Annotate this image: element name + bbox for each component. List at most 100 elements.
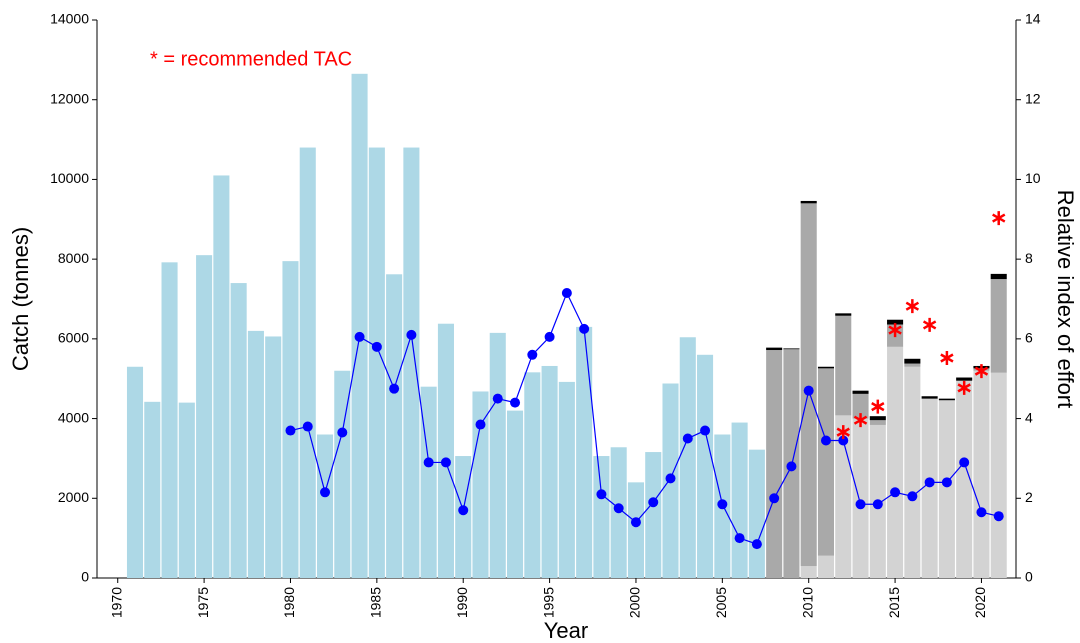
bar	[956, 380, 973, 578]
effort-point	[475, 419, 486, 430]
y-tick-label: 0	[81, 569, 89, 585]
tac-marker	[871, 399, 885, 414]
y-tick-label: 12000	[50, 90, 89, 106]
effort-point	[561, 288, 572, 299]
bar	[783, 348, 800, 350]
effort-point	[907, 491, 918, 502]
bar	[541, 365, 558, 578]
bar	[299, 147, 316, 579]
bar	[178, 402, 195, 578]
annotation: * = recommended TAC	[150, 48, 352, 70]
bar	[835, 315, 852, 416]
bar	[869, 416, 886, 421]
bar	[990, 372, 1007, 578]
effort-point	[769, 493, 780, 504]
effort-point	[717, 499, 728, 510]
effort-point	[855, 499, 866, 510]
bar	[921, 398, 938, 578]
bar	[800, 566, 817, 578]
bar	[852, 390, 869, 394]
tac-marker	[957, 380, 971, 395]
bar	[990, 273, 1007, 280]
effort-point	[492, 393, 503, 404]
effort-point	[596, 489, 607, 500]
x-tick-label: 2005	[713, 587, 729, 618]
effort-point	[371, 341, 382, 352]
bar	[697, 354, 714, 578]
x-tick-label: 1985	[368, 587, 384, 618]
x-tick-label: 2015	[886, 587, 902, 618]
y-tick-label: 4000	[58, 409, 89, 425]
x-tick-label: 1975	[195, 587, 211, 618]
bar	[455, 456, 472, 578]
bar	[213, 175, 230, 578]
y-axis-title: Catch (tonnes)	[8, 227, 33, 371]
bar	[731, 422, 748, 578]
effort-point	[337, 427, 348, 438]
x-axis-title: Year	[544, 618, 588, 643]
effort-point	[941, 477, 952, 488]
effort-point	[458, 505, 469, 516]
bar	[973, 370, 990, 578]
bar	[420, 386, 437, 578]
effort-point	[320, 487, 331, 498]
bar	[852, 418, 869, 578]
effort-point	[786, 461, 797, 472]
effort-point	[959, 457, 970, 468]
effort-point	[890, 487, 901, 498]
tac-marker	[922, 317, 937, 332]
effort-point	[803, 385, 814, 396]
bar	[766, 347, 783, 351]
y2-tick-label: 10	[1025, 170, 1041, 186]
bar	[645, 452, 662, 578]
effort-point	[527, 349, 538, 360]
y-tick-label: 10000	[50, 170, 89, 186]
bar	[144, 401, 161, 578]
bar	[351, 73, 368, 579]
tac-marker	[974, 364, 989, 379]
bar	[403, 147, 420, 579]
bar	[196, 255, 213, 578]
bar	[627, 482, 644, 578]
bar	[334, 370, 351, 578]
effort-point	[682, 433, 693, 444]
tac-marker	[992, 211, 1006, 226]
bar	[817, 368, 835, 556]
y2-tick-label: 8	[1025, 250, 1033, 266]
bar	[869, 420, 886, 425]
bar	[904, 366, 921, 578]
tac-marker	[836, 425, 850, 440]
effort-point	[510, 397, 521, 408]
bar	[852, 393, 869, 419]
y2-tick-label: 4	[1025, 409, 1033, 425]
bar	[956, 377, 973, 381]
tac-marker	[888, 323, 902, 338]
bar	[472, 391, 489, 578]
bar	[887, 346, 904, 578]
tac-marker	[905, 299, 920, 314]
effort-point	[302, 421, 313, 432]
bar	[904, 363, 921, 367]
y2-axis-title: Relative index of effort	[1053, 190, 1078, 409]
bar	[887, 319, 904, 325]
bar	[524, 372, 541, 578]
y-tick-label: 2000	[58, 489, 89, 505]
effort-point	[838, 435, 849, 446]
bar	[990, 279, 1007, 373]
effort-point	[751, 539, 762, 550]
bar	[904, 358, 921, 364]
bar	[921, 396, 938, 399]
bar	[679, 337, 696, 578]
x-tick-label: 2020	[972, 587, 988, 618]
y-tick-label: 6000	[58, 330, 89, 346]
effort-point	[648, 497, 659, 508]
tac-marker	[853, 413, 868, 428]
y2-tick-label: 14	[1025, 11, 1041, 27]
effort-point	[354, 331, 365, 342]
x-tick-label: 1990	[454, 587, 470, 618]
bar	[489, 332, 506, 578]
bar	[800, 200, 817, 204]
effort-point	[406, 329, 417, 340]
effort-point	[976, 507, 987, 518]
